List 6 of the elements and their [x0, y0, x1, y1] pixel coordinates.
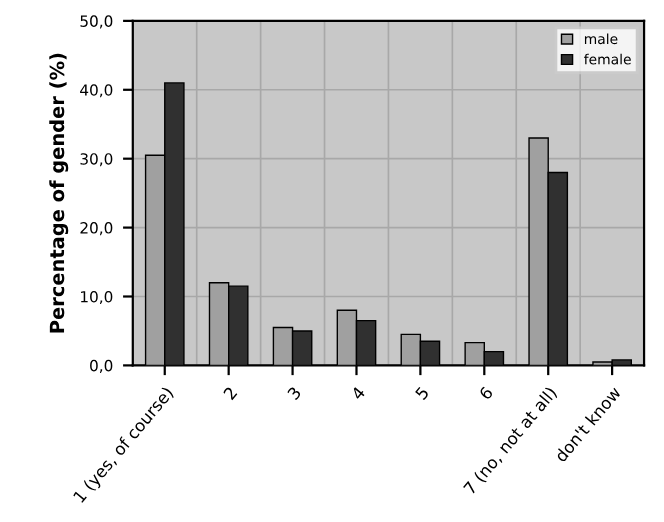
x-tick-label: 3 [286, 386, 302, 401]
x-tick-label: 4 [350, 385, 366, 401]
x-tick-label: 5 [414, 386, 430, 401]
x-tick-label: 6 [478, 385, 494, 401]
y-axis-title: Percentage of gender (%) [49, 53, 69, 333]
x-tick-label: 2 [222, 386, 238, 401]
